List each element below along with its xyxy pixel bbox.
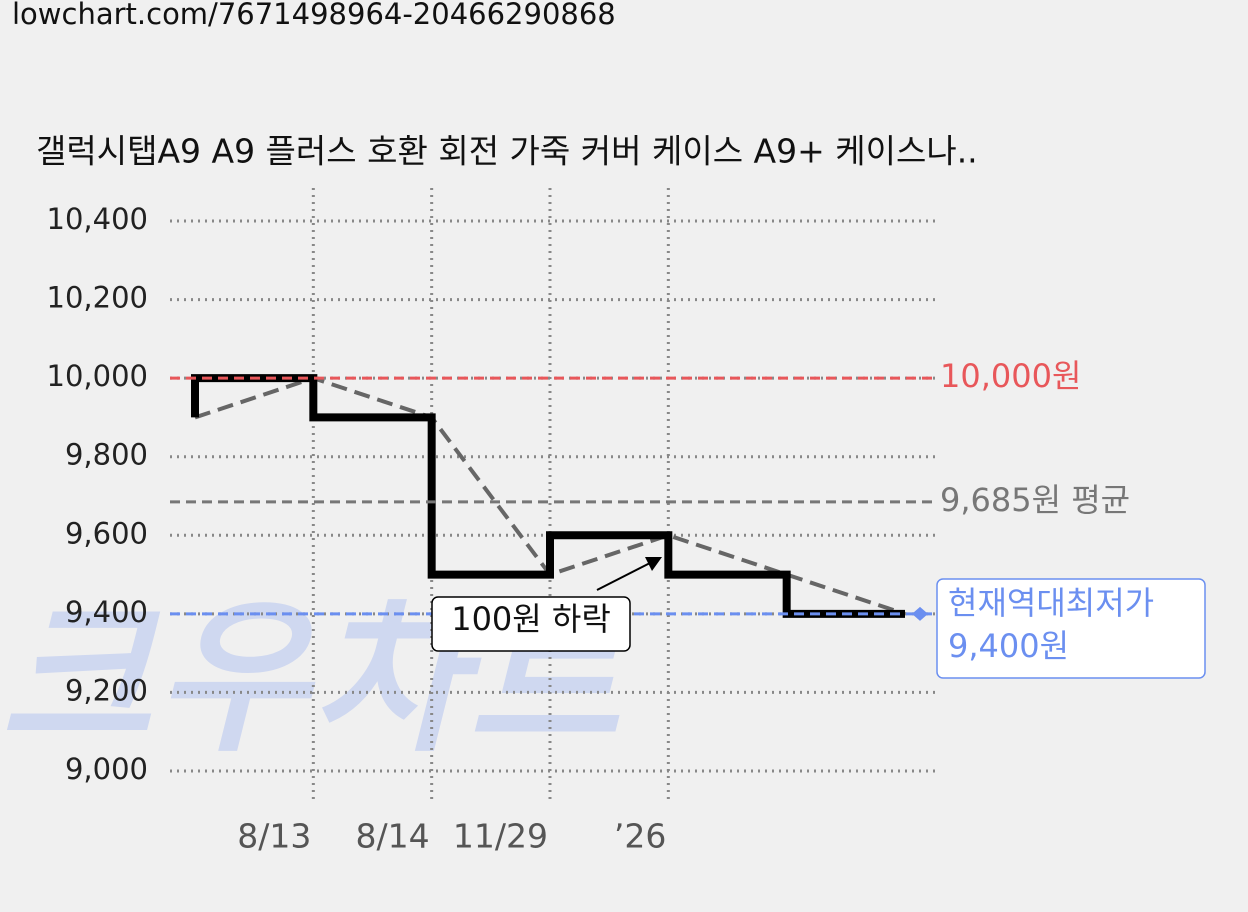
- y-tick-label: 9,200: [65, 673, 148, 707]
- min-marker: [912, 606, 928, 621]
- y-tick-label: 10,000: [47, 359, 148, 393]
- min-label: 9,400원: [948, 627, 1069, 665]
- min-title: 현재역대최저가: [948, 584, 1154, 622]
- x-tick-label: 8/14: [356, 817, 430, 856]
- price-step-line: [191, 374, 905, 618]
- y-tick-label: 9,600: [65, 516, 148, 550]
- chart-title: 갤럭시탭A9 A9 플러스 호환 회전 가죽 커버 케이스 A9+ 케이스나..: [36, 132, 978, 171]
- avg-label: 9,685원 평균: [940, 481, 1130, 519]
- annotation-arrowhead: [645, 557, 662, 571]
- annotation-arrow: [596, 562, 651, 591]
- y-tick-label: 10,200: [47, 281, 148, 315]
- x-tick-label: 11/29: [453, 817, 548, 856]
- url: lowchart.com/7671498964-20466290868: [12, 0, 616, 31]
- annotation-box: [431, 596, 631, 652]
- max-label: 10,000원: [940, 357, 1081, 395]
- x-tick-label: 8/13: [237, 817, 311, 856]
- y-tick-label: 9,800: [65, 438, 148, 472]
- annotation: 100원 하락: [451, 600, 611, 638]
- min-box: [936, 578, 1206, 679]
- y-tick-label: 9,000: [65, 752, 148, 786]
- y-tick-label: 10,400: [47, 202, 148, 236]
- y-tick-label: 9,400: [65, 595, 148, 629]
- x-tick-label: ’26: [614, 817, 666, 856]
